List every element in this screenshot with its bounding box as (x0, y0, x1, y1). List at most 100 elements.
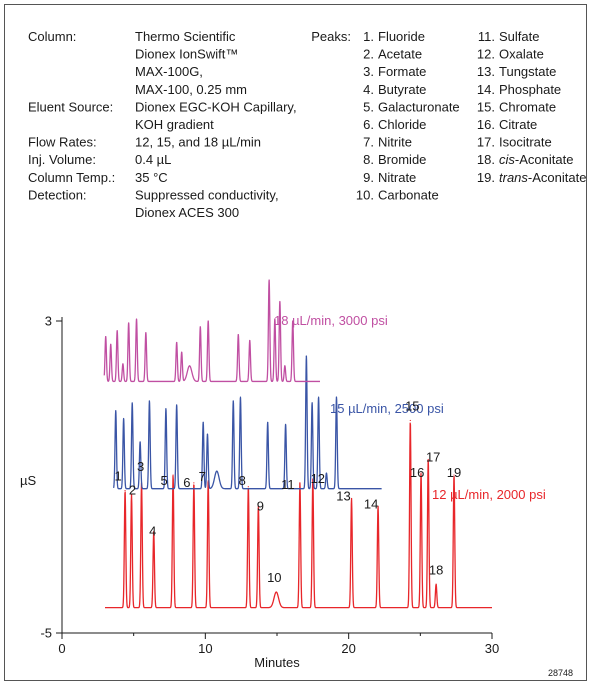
peak-number: 2. (363, 47, 374, 62)
peak-name: Sulfate (499, 29, 539, 44)
peak-label: 4 (149, 524, 156, 539)
peak-apex (153, 531, 155, 533)
peak-apex (128, 322, 130, 324)
peak-name-italic: cis (499, 152, 515, 167)
peak-name-text: Citrate (499, 117, 537, 132)
peak-label: 6 (183, 475, 190, 490)
peak-label: 12 (311, 471, 325, 486)
condition-label: Column Temp.: (28, 170, 115, 185)
peak-number: 19. (477, 170, 495, 185)
peak-apex (325, 472, 328, 474)
peak-apex (145, 332, 147, 334)
peak-apex (188, 365, 191, 367)
peak-label: 9 (257, 498, 264, 513)
peak-name: trans-Aconitate (499, 170, 586, 185)
peak-apex (105, 336, 107, 338)
peak-name: Butyrate (378, 82, 426, 97)
peak-apex (148, 400, 151, 402)
peak-label: 1 (114, 469, 121, 484)
series-label-2: 15 µL/min, 2500 psi (330, 401, 444, 416)
condition-label: Eluent Source: (28, 99, 113, 114)
peak-apex (299, 482, 301, 484)
peak-apex (292, 320, 294, 322)
peak-apex (249, 339, 251, 342)
peak-number: 16. (477, 117, 495, 132)
peak-name: Nitrite (378, 135, 412, 150)
peak-name-text: Isocitrate (499, 135, 552, 150)
peak-name: Phosphate (499, 82, 561, 97)
condition-label: Detection: (28, 187, 87, 202)
peak-apex (216, 470, 218, 472)
peak-apex (165, 408, 167, 410)
peak-number: 9. (363, 170, 374, 185)
peak-name: Fluoride (378, 29, 425, 44)
peak-apex (122, 363, 124, 365)
peak-apex (420, 472, 422, 474)
peak-apex (176, 404, 178, 406)
peak-number: 4. (363, 82, 374, 97)
peak-name-text: Phosphate (499, 82, 561, 97)
series-label-1: 12 µL/min, 2000 psi (432, 487, 546, 502)
peak-apex (116, 330, 118, 332)
peaks-heading: Peaks: (311, 29, 351, 44)
figure-frame: Column: Thermo Scientific Dionex IonSwift™… (4, 4, 587, 681)
peak-apex (267, 421, 269, 423)
y-axis-title: µS (20, 473, 36, 488)
peak-apex (239, 396, 242, 398)
y-tick-label: -5 (40, 626, 52, 641)
peak-apex (131, 402, 133, 404)
peak-apex (181, 351, 183, 353)
peak-number: 12. (477, 47, 495, 62)
peak-apex (377, 505, 379, 507)
peak-name-text: Bromide (378, 152, 426, 167)
peak-apex (206, 433, 209, 435)
condition-label: Column: (28, 29, 76, 44)
peak-label: 16 (410, 465, 424, 480)
condition-value: 12, 15, and 18 µL/min (135, 135, 261, 150)
peak-name: Tungstate (499, 64, 556, 79)
peak-number: 14. (477, 82, 495, 97)
condition-value: Dionex IonSwift™ (135, 47, 238, 62)
peak-label: 11 (281, 477, 295, 492)
peak-name-text: Sulfate (499, 29, 539, 44)
peak-apex (305, 355, 307, 357)
peak-number: 3. (363, 64, 374, 79)
peak-label: 17 (426, 449, 440, 464)
peak-name-text: Fluoride (378, 29, 425, 44)
peak-label: 10 (267, 570, 281, 585)
condition-value: Dionex ACES 300 (135, 205, 239, 220)
peak-name-text: Nitrate (378, 170, 416, 185)
peak-name-text: Acetate (378, 47, 422, 62)
condition-label: Flow Rates: (28, 135, 97, 150)
peak-name: Citrate (499, 117, 537, 132)
peak-apex (427, 458, 429, 461)
peak-number: 11. (478, 29, 495, 44)
peak-apex (123, 417, 125, 420)
peak-apex (453, 474, 455, 476)
peak-name: Galacturonate (378, 99, 460, 114)
condition-value: MAX-100G, (135, 64, 203, 79)
peak-name-text: Carbonate (378, 187, 439, 202)
condition-value: 0.4 µL (135, 152, 171, 167)
peak-apex (232, 400, 234, 402)
peak-number: 1. (363, 29, 374, 44)
trace-3 (103, 279, 321, 383)
peak-name: Carbonate (378, 187, 439, 202)
peak-name-text: -Aconitate (515, 152, 574, 167)
peak-number: 10. (356, 187, 374, 202)
peak-name-text: Nitrite (378, 135, 412, 150)
x-tick-label: 10 (198, 641, 212, 656)
peak-apex (335, 396, 338, 398)
peak-apex (435, 583, 437, 585)
x-tick-label: 30 (485, 641, 499, 656)
peak-apex (237, 334, 239, 336)
figure-number: 28748 (548, 668, 573, 678)
peak-legend: Peaks: 1. Fluoride 2. Acetate 3. Formate 4. But… (311, 29, 586, 202)
condition-value: 35 °C (135, 170, 168, 185)
peak-number: 17. (477, 135, 495, 150)
condition-value: KOH gradient (135, 117, 214, 132)
trace-2 (112, 355, 383, 490)
peak-label: 19 (447, 465, 461, 480)
peak-label: 13 (336, 488, 350, 503)
peak-apex (350, 497, 353, 500)
